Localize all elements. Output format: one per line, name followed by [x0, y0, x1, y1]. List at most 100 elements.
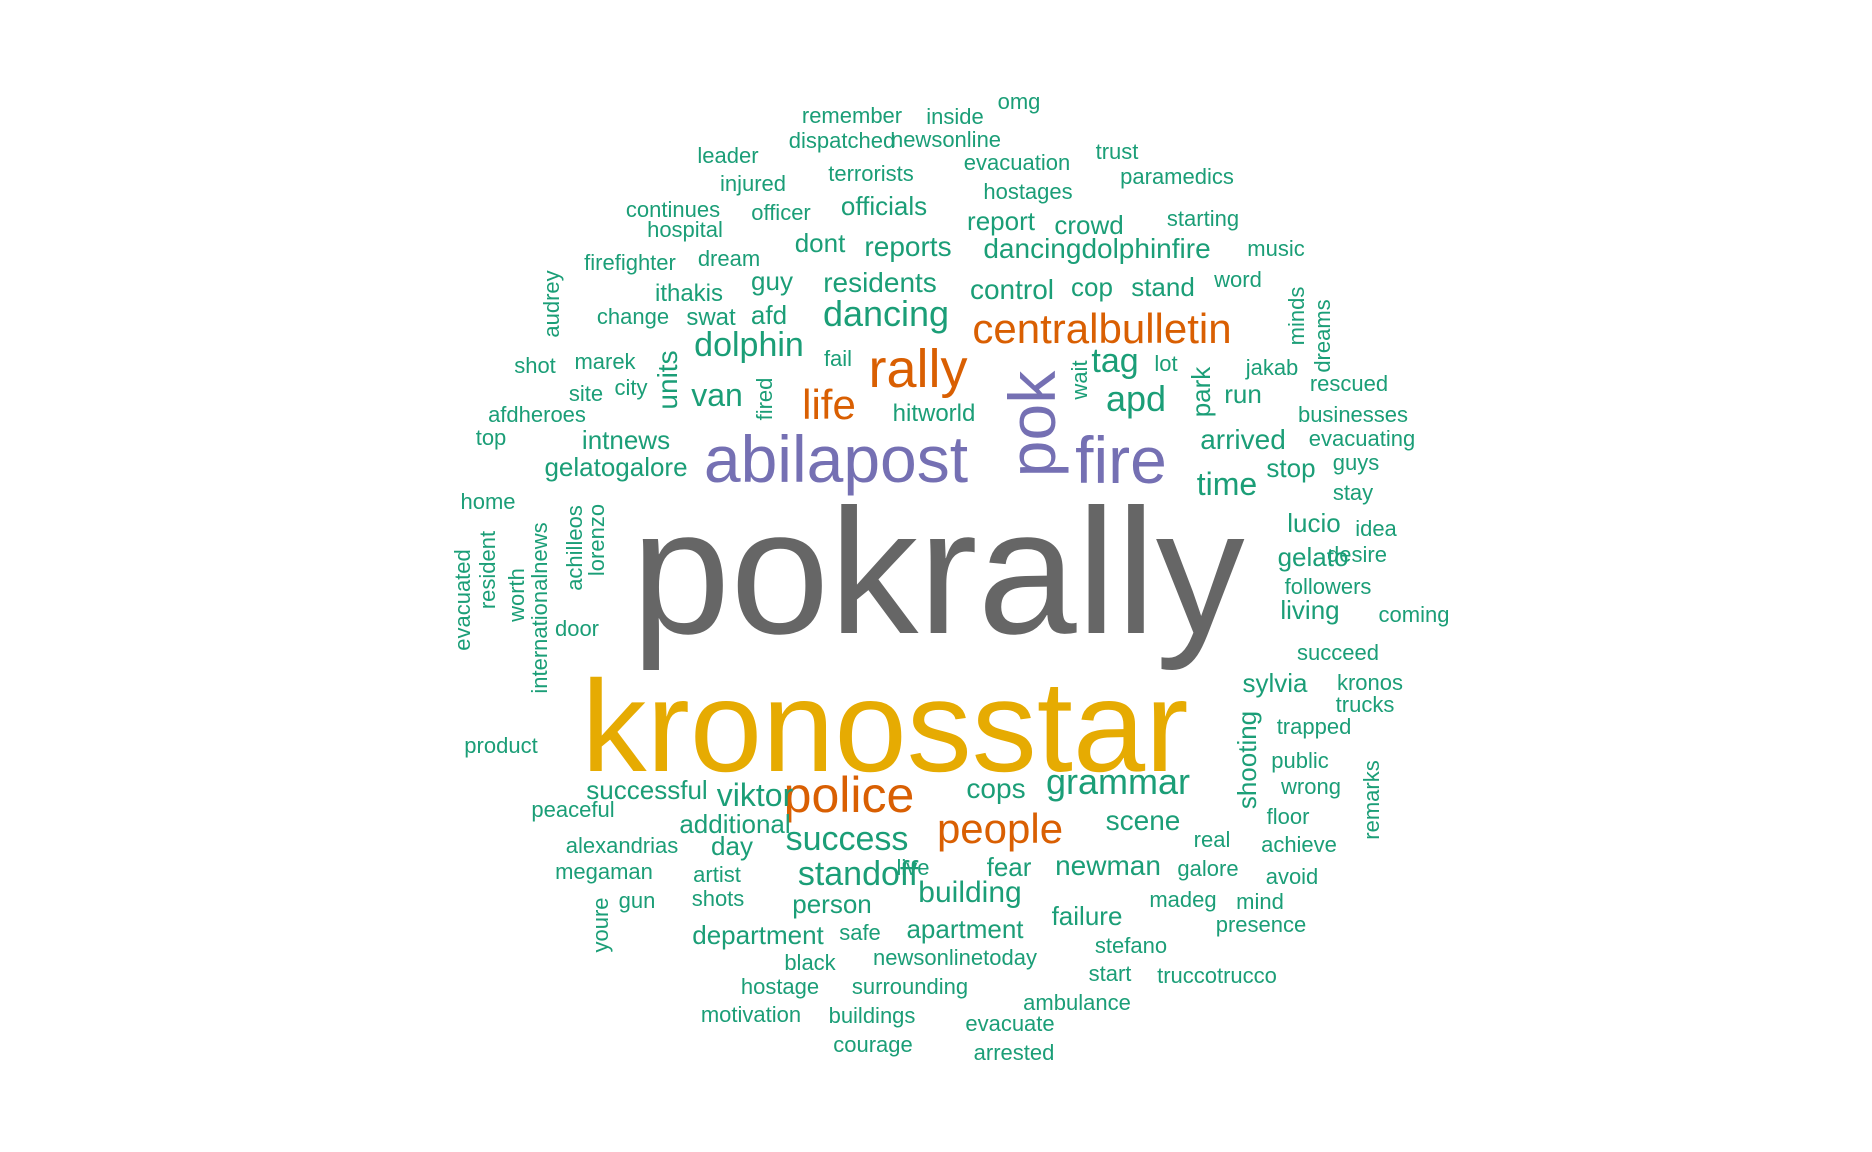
word-newsonlinetoday: newsonlinetoday — [873, 945, 1037, 970]
word-wrong: wrong — [1281, 774, 1341, 799]
word-resident: resident — [475, 530, 500, 610]
word-stand: stand — [1131, 272, 1195, 302]
word-public: public — [1271, 748, 1329, 773]
word-arrived: arrived — [1200, 424, 1286, 455]
word-shooting: shooting — [1232, 710, 1262, 810]
word-rally: rally — [868, 339, 968, 399]
word-control: control — [969, 274, 1055, 305]
word-hostage: hostage — [740, 974, 820, 999]
word-apartment: apartment — [906, 914, 1024, 944]
word-desire: desire — [1327, 542, 1387, 567]
word-time: time — [1196, 466, 1258, 502]
word-afd: afd — [750, 300, 788, 330]
word-viktor: viktor — [716, 777, 794, 813]
word-swat: swat — [686, 304, 736, 331]
word-gelatogalore: gelatogalore — [544, 452, 688, 482]
word-sylvia: sylvia — [1242, 668, 1308, 698]
word-dancingdolphinfire: dancingdolphinfire — [983, 233, 1211, 264]
word-marek: marek — [574, 349, 636, 374]
word-additional: additional — [679, 809, 791, 839]
word-apd: apd — [1105, 378, 1167, 419]
word-evacuating: evacuating — [1308, 426, 1416, 451]
word-continues: continues — [625, 197, 721, 222]
word-door: door — [554, 616, 600, 641]
word-live: live — [896, 855, 930, 880]
word-fear: fear — [986, 852, 1032, 882]
word-dancing: dancing — [822, 293, 950, 334]
word-dolphin: dolphin — [694, 326, 804, 364]
word-floor: floor — [1266, 804, 1310, 829]
word-lorenzo: lorenzo — [584, 503, 609, 577]
word-kronosstar: kronosstar — [581, 653, 1189, 799]
word-terrorists: terrorists — [828, 161, 914, 186]
word-day: day — [711, 831, 753, 861]
word-run: run — [1224, 379, 1262, 409]
word-park: park — [1186, 366, 1216, 418]
word-galore: galore — [1177, 856, 1239, 881]
word-intnews: intnews — [581, 425, 671, 455]
word-trucks: trucks — [1335, 692, 1395, 717]
word-arrested: arrested — [973, 1040, 1055, 1065]
word-newman: newman — [1055, 850, 1161, 881]
word-megaman: megaman — [555, 859, 653, 884]
word-followers: followers — [1284, 574, 1372, 599]
word-report: report — [967, 206, 1035, 236]
word-standoff: standoff — [797, 855, 919, 893]
word-businesses: businesses — [1297, 402, 1409, 427]
word-madeg: madeg — [1149, 887, 1217, 912]
word-shots: shots — [691, 886, 745, 911]
word-artist: artist — [693, 862, 741, 887]
word-dont: dont — [794, 228, 846, 258]
word-stop: stop — [1266, 453, 1316, 483]
word-life: life — [802, 381, 856, 428]
word-site: site — [568, 381, 604, 406]
word-avoid: avoid — [1265, 864, 1319, 889]
word-guys: guys — [1332, 450, 1380, 475]
word-dreams: dreams — [1310, 299, 1335, 373]
word-residents: residents — [823, 267, 937, 298]
word-black: black — [784, 950, 836, 975]
word-centralbulletin: centralbulletin — [972, 305, 1232, 352]
word-minds: minds — [1284, 286, 1309, 346]
word-pok: pok — [995, 370, 1069, 478]
word-remarks: remarks — [1359, 760, 1384, 840]
word-omg: omg — [997, 89, 1041, 114]
word-afdheroes: afdheroes — [488, 402, 586, 427]
word-abilapost: abilapost — [703, 422, 969, 496]
word-rescued: rescued — [1309, 371, 1389, 396]
word-succeed: succeed — [1297, 640, 1379, 665]
word-inside: inside — [926, 104, 984, 129]
word-evacuation: evacuation — [963, 150, 1071, 175]
word-trust: trust — [1095, 139, 1139, 164]
word-product: product — [464, 733, 538, 758]
word-trapped: trapped — [1276, 714, 1352, 739]
word-safe: safe — [839, 920, 881, 945]
word-lucio: lucio — [1287, 508, 1341, 538]
word-shot: shot — [514, 353, 556, 378]
word-wait: wait — [1067, 360, 1092, 400]
word-real: real — [1193, 827, 1231, 852]
word-stefano: stefano — [1094, 933, 1168, 958]
word-audrey: audrey — [539, 270, 564, 338]
word-successful: successful — [586, 775, 708, 805]
word-hostages: hostages — [983, 179, 1073, 204]
word-officials: officials — [840, 191, 928, 221]
word-cop: cop — [1071, 272, 1113, 302]
word-living: living — [1280, 595, 1340, 625]
word-people: people — [936, 805, 1064, 852]
word-coming: coming — [1378, 602, 1450, 627]
word-internationalnews: internationalnews — [527, 522, 552, 694]
word-reports: reports — [864, 231, 952, 262]
word-failure: failure — [1051, 901, 1123, 931]
word-starting: starting — [1166, 206, 1240, 231]
word-officer: officer — [751, 200, 811, 225]
word-evacuate: evacuate — [965, 1011, 1055, 1036]
word-scene: scene — [1105, 805, 1181, 836]
word-stay: stay — [1332, 480, 1374, 505]
word-change: change — [596, 304, 670, 329]
word-van: van — [691, 377, 743, 413]
word-tag: tag — [1091, 342, 1139, 380]
word-motivation: motivation — [700, 1002, 802, 1027]
word-achieve: achieve — [1261, 832, 1337, 857]
